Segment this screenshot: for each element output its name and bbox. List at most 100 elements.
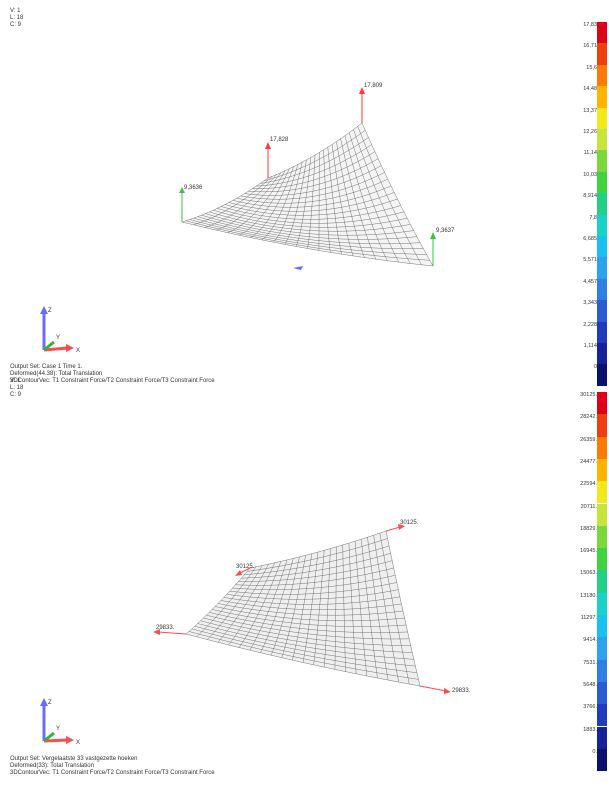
force-arrow-4: 9,3637 (430, 228, 455, 266)
legend-swatch (597, 615, 607, 638)
force-arrow-2: 30125. (235, 564, 255, 576)
legend-value: 7531. (583, 659, 597, 666)
axis-triad: Z X Y (40, 306, 80, 354)
legend-entry: 8,914 (569, 193, 609, 215)
legend-entry: 20711. (569, 503, 609, 526)
force-arrow-3: 30125. (385, 520, 419, 532)
legend-swatch (597, 503, 607, 526)
deformed-mesh (185, 530, 421, 687)
legend-value: 3,343 (583, 300, 597, 307)
legend-entry: 1883. (569, 726, 609, 749)
legend-value: 28242. (580, 414, 597, 421)
view-label: V: 1 (10, 8, 21, 14)
legend-value: 7,8 (589, 214, 597, 221)
view-info: V: 1 L: 18 C: 9 (10, 378, 23, 399)
layer-label: L: 18 (10, 385, 24, 391)
legend-swatch (597, 436, 607, 459)
legend-entry: 16945. (569, 548, 609, 571)
viewport-top[interactable]: V: 1 L: 18 C: 9 9,3636 17,828 17,809 9,3… (0, 0, 609, 390)
legend-entry: 5648. (569, 681, 609, 705)
legend-swatch (597, 107, 607, 129)
view-label: V: 1 (10, 378, 21, 384)
legend-entry: 7531. (569, 659, 609, 682)
legend-entry: 6,685 (569, 236, 609, 258)
legend-entry: 13,37 (569, 107, 609, 129)
legend-entry: 14,48 (569, 86, 609, 108)
legend-entry: 0. (569, 748, 609, 772)
legend-entry: 30125. (569, 392, 609, 415)
legend-swatch (597, 321, 607, 343)
node-marker (293, 266, 303, 270)
force-arrow-4: 29833. (419, 685, 471, 694)
axis-z-label: Z (48, 308, 52, 314)
legend-swatch (597, 637, 607, 660)
output-info: Output Set: Case 1 Time 1. Deformed(44.3… (10, 364, 215, 385)
legend-value: 16,71 (583, 43, 597, 50)
model-scene[interactable]: 29833. 30125. 30125. 29833. Z X Y (0, 374, 569, 787)
legend-swatch (597, 414, 607, 437)
legend-swatch (597, 343, 607, 365)
force-label: 17,809 (364, 83, 383, 89)
viewport-bottom[interactable]: V: 1 L: 18 C: 9 29833. 30125. 30125. 298… (0, 374, 609, 787)
legend-value: 13,37 (583, 107, 597, 114)
legend-swatch (597, 257, 607, 279)
legend-entry: 17,83 (569, 22, 609, 44)
legend-swatch (597, 86, 607, 108)
legend-swatch (597, 458, 607, 482)
force-arrow-2: 17,828 (265, 137, 289, 178)
legend-value: 5648. (583, 681, 597, 688)
legend-swatch (597, 481, 607, 504)
layer-label: L: 18 (10, 15, 24, 21)
axis-y-label: Y (56, 335, 60, 341)
legend-swatch (597, 193, 607, 215)
legend-value: 3766. (583, 704, 597, 711)
legend-swatch (597, 659, 607, 682)
legend-entry: 4,457 (569, 278, 609, 301)
force-label: 9,3637 (436, 228, 455, 234)
legend-entry: 24477. (569, 458, 609, 482)
legend-value: 6,685 (583, 236, 597, 242)
legend-swatch (597, 171, 607, 194)
legend-value: 15,6 (586, 64, 597, 71)
legend-entry: 13180. (569, 592, 609, 615)
legend-swatch (597, 748, 607, 772)
legend-swatch (597, 726, 607, 749)
legend-value: 1,114 (583, 343, 597, 349)
legend-entry: 28242. (569, 414, 609, 437)
deformed-mesh (181, 122, 434, 267)
legend-swatch (597, 548, 607, 571)
legend-entry: 2,228 (569, 321, 609, 343)
force-label: 29833. (156, 625, 175, 631)
legend-entry: 15,6 (569, 64, 609, 87)
legend-swatch (597, 592, 607, 615)
legend-value: 16945. (580, 548, 597, 555)
legend-swatch (597, 704, 607, 727)
legend-entry: 1,114 (569, 343, 609, 365)
deformed-label: Deformed(33): Total Translation (10, 763, 94, 769)
force-label: 17,828 (270, 137, 289, 143)
force-label: 9,3636 (184, 185, 203, 191)
legend-entry: 18829. (569, 525, 609, 549)
force-arrow-1: 9,3636 (179, 185, 203, 222)
force-arrow-1: 29833. (153, 625, 187, 635)
legend-swatch (597, 392, 607, 415)
output-set: Output Set: Case 1 Time 1. (10, 364, 83, 370)
model-scene[interactable]: 9,3636 17,828 17,809 9,3637 Z X (0, 0, 569, 380)
legend-swatch (597, 129, 607, 151)
legend-value: 20711. (580, 503, 597, 510)
legend-value: 10,03 (583, 171, 597, 178)
legend-entry: 0 (569, 364, 609, 386)
legend-entry: 11297. (569, 615, 609, 638)
legend-entry: 15063. (569, 570, 609, 593)
legend-entry: 16,71 (569, 43, 609, 65)
force-label: 30125. (236, 564, 255, 570)
force-label: 30125. (400, 520, 419, 526)
force-label: 29833. (452, 688, 471, 694)
axis-x-label: X (76, 740, 80, 746)
legend-swatch (597, 570, 607, 593)
legend-swatch (597, 525, 607, 549)
legend-value: 8,914 (583, 193, 597, 200)
legend-value: 2,228 (583, 321, 597, 328)
legend-swatch (597, 236, 607, 258)
contour-label: 3DContourVec: T1 Constraint Force/T2 Con… (10, 770, 215, 776)
